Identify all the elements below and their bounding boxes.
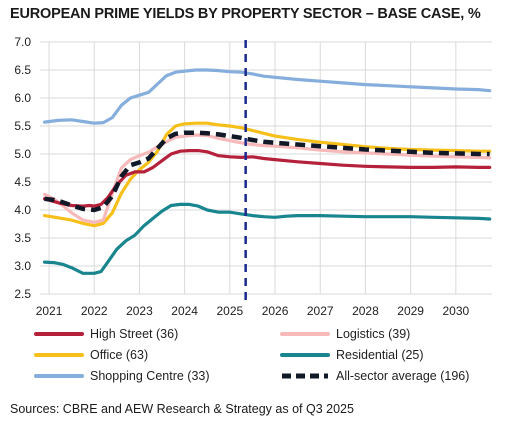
series-line-shopping-centre-33 <box>42 68 492 125</box>
x-tick-label: 2024 <box>171 304 198 318</box>
y-axis-ticks: 7.0 6.5 6.0 5.5 5.0 4.5 4.0 3.5 3.0 2.5 <box>14 35 31 301</box>
legend-label: All-sector average (196) <box>336 369 469 383</box>
x-tick-label: 2021 <box>36 304 63 318</box>
x-tick-label: 2029 <box>397 304 424 318</box>
x-axis-ticks: 2021 2022 2023 2024 2025 2026 2027 2028 2029 2030 <box>36 304 470 318</box>
series-line-high-street-36 <box>42 149 492 208</box>
series-line-office-63 <box>42 121 492 228</box>
series-line-all-sector-average-196 <box>44 130 490 213</box>
y-tick-label: 5.0 <box>14 147 31 161</box>
legend-label: Shopping Centre (33) <box>90 369 210 383</box>
y-tick-label: 3.5 <box>14 231 31 245</box>
x-tick-label: 2030 <box>442 304 469 318</box>
x-tick-label: 2028 <box>352 304 379 318</box>
y-tick-label: 4.5 <box>14 175 31 189</box>
source-note: Sources: CBRE and AEW Research & Strateg… <box>10 402 354 416</box>
y-tick-label: 2.5 <box>14 287 31 301</box>
x-tick-label: 2022 <box>81 304 108 318</box>
y-tick-label: 3.0 <box>14 259 31 273</box>
legend-label: Residential (25) <box>336 348 424 362</box>
series-line-residential-25 <box>42 202 492 275</box>
chart-title: EUROPEAN PRIME YIELDS BY PROPERTY SECTOR… <box>10 6 481 22</box>
x-tick-label: 2025 <box>216 304 243 318</box>
legend-label: Logistics (39) <box>336 327 410 341</box>
grid-lines <box>40 41 492 295</box>
y-tick-label: 7.0 <box>14 35 31 49</box>
y-tick-label: 6.0 <box>14 91 31 105</box>
x-tick-label: 2027 <box>307 304 334 318</box>
y-tick-label: 4.0 <box>14 203 31 217</box>
series-line-logistics-39 <box>42 133 492 224</box>
series-lines <box>42 68 492 275</box>
y-tick-label: 5.5 <box>14 119 31 133</box>
legend-label: High Street (36) <box>90 327 178 341</box>
legend: High Street (36) Logistics (39) Office (63… <box>34 327 469 383</box>
x-tick-label: 2023 <box>126 304 153 318</box>
y-tick-label: 6.5 <box>14 63 31 77</box>
legend-label: Office (63) <box>90 348 148 362</box>
x-tick-label: 2026 <box>262 304 289 318</box>
